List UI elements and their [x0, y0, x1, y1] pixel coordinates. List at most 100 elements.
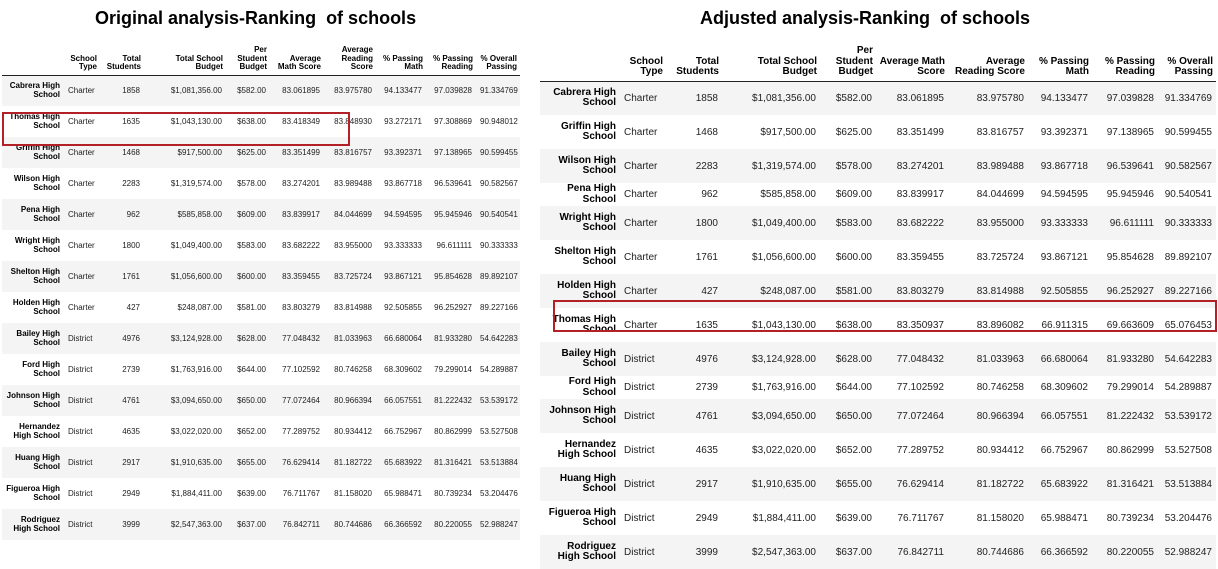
table-cell: Charter: [64, 137, 100, 168]
school-name-cell: Figueroa High School: [548, 506, 616, 528]
column-header: % Passing Math: [1038, 55, 1089, 77]
school-name-cell: Huang High School: [540, 467, 620, 501]
table-row: Rodriguez High School District 3999 $2,547,…: [2, 509, 520, 540]
table-cell: 77.102592: [896, 382, 944, 393]
table-cell: 77.072464: [270, 385, 324, 416]
table-cell: 81.316421: [426, 447, 476, 478]
column-header: Average Math Score: [277, 53, 321, 72]
table-cell: $637.00: [226, 509, 270, 540]
table-cell: 1800: [122, 241, 140, 250]
table-row: Huang High School District 2917 $1,910,635.…: [2, 447, 520, 478]
table-cell: Charter: [68, 117, 95, 126]
table-cell: Charter: [64, 199, 100, 230]
table-cell: $600.00: [835, 251, 872, 263]
table-cell: $1,056,600.00: [144, 261, 226, 292]
school-name-cell: Shelton High School: [2, 261, 64, 292]
table-cell: 93.867121: [1040, 251, 1088, 263]
table-row: Griffin High School Charter 1468 $917,500.0…: [2, 137, 520, 168]
table-cell: 68.309602: [1040, 382, 1088, 393]
table-cell: 81.182722: [324, 447, 376, 478]
table-cell: 1468: [695, 126, 718, 138]
table-cell: 83.839917: [896, 189, 944, 200]
table-cell: District: [620, 535, 666, 569]
column-header: Total School Budget: [757, 55, 817, 77]
table-row: Wilson High School Charter 2283 $1,319,574.…: [2, 168, 520, 199]
table-cell: 65.683922: [376, 447, 426, 478]
table-cell: $582.00: [820, 81, 876, 115]
table-cell: Charter: [624, 189, 658, 200]
school-name-cell: Ford High School: [22, 360, 60, 378]
table-cell: District: [68, 365, 93, 374]
table-cell: $638.00: [237, 117, 266, 126]
table-cell: 83.351499: [896, 126, 944, 138]
table-cell: 4761: [666, 399, 722, 433]
table-cell: 77.048432: [876, 342, 948, 376]
table-cell: $652.00: [835, 444, 872, 456]
table-cell: $2,547,363.00: [722, 535, 820, 569]
table-cell: 84.044699: [976, 189, 1024, 200]
table-cell: 80.746258: [334, 365, 372, 374]
table-cell: $652.00: [237, 427, 266, 436]
table-cell: 2739: [122, 365, 140, 374]
table-cell: 1468: [100, 137, 144, 168]
table-row: Bailey High School District 4976 $3,124,928…: [540, 342, 1216, 376]
table-cell: $1,049,400.00: [722, 206, 820, 240]
table-cell: 89.227166: [1158, 274, 1216, 308]
table-cell: $582.00: [226, 75, 270, 106]
table-row: Wilson High School Charter 2283 $1,319,574.…: [540, 149, 1216, 183]
table-cell: 90.582567: [480, 179, 518, 188]
table-cell: Charter: [624, 126, 658, 138]
table-cell: 83.682222: [876, 206, 948, 240]
school-name-cell: Pena High School: [2, 199, 64, 230]
table-cell: 1761: [695, 251, 718, 263]
table-cell: 52.988247: [1158, 535, 1216, 569]
table-cell: 81.933280: [426, 323, 476, 354]
table-cell: $1,319,574.00: [170, 179, 222, 188]
table-cell: $638.00: [835, 319, 872, 331]
table-cell: 1761: [100, 261, 144, 292]
school-name-cell: Johnson High School: [2, 385, 64, 416]
table-cell: 83.896082: [976, 319, 1024, 331]
table-cell: $1,043,130.00: [170, 117, 222, 126]
table-cell: 83.814988: [948, 274, 1028, 308]
table-cell: 79.299014: [1106, 382, 1154, 393]
table-cell: 90.333333: [480, 241, 518, 250]
column-header: Average Reading Score: [954, 55, 1025, 77]
table-cell: 80.739234: [434, 489, 472, 498]
table-cell: 80.744686: [948, 535, 1028, 569]
table-cell: 80.966394: [948, 399, 1028, 433]
table-cell: 427: [126, 303, 140, 312]
column-header: Total Students: [106, 53, 141, 72]
table-cell: $581.00: [237, 303, 266, 312]
school-name-cell: Cabrera High School: [2, 75, 64, 106]
table-row: Ford High School District 2739 $1,763,916.0…: [540, 376, 1216, 399]
table-row: Hernandez High School District 4635 $3,022,…: [2, 416, 520, 447]
table-cell: 76.711767: [897, 512, 944, 524]
table-cell: 83.803279: [876, 274, 948, 308]
table-cell: 83.955000: [334, 241, 372, 250]
table-cell: 93.867121: [376, 261, 426, 292]
table-cell: 90.582567: [1158, 149, 1216, 183]
table-cell: 66.680064: [376, 323, 426, 354]
table-cell: $585,858.00: [144, 199, 226, 230]
table-cell: 94.133477: [376, 75, 426, 106]
table-cell: $650.00: [820, 399, 876, 433]
table-cell: Charter: [620, 149, 666, 183]
table-cell: 66.911315: [1041, 319, 1088, 331]
table-row: Rodriguez High School District 3999 $2,547,…: [540, 535, 1216, 569]
table-cell: $1,081,356.00: [144, 75, 226, 106]
column-header: % Passing Reading: [1104, 55, 1155, 77]
school-name-cell: Bailey High School: [2, 323, 64, 354]
table-cell: District: [624, 512, 655, 524]
table-cell: 83.359455: [270, 261, 324, 292]
table-cell: 2739: [695, 382, 718, 393]
table-cell: 76.629414: [270, 447, 324, 478]
column-header: Total Students: [676, 55, 719, 77]
table-row: Pena High School Charter 962 $585,858.00 $60…: [540, 183, 1216, 206]
table-cell: 2949: [122, 489, 140, 498]
column-header: Average Reading Score: [341, 45, 373, 72]
table-cell: $625.00: [835, 126, 872, 138]
table-cell: $609.00: [835, 189, 872, 200]
table-row: Figueroa High School District 2949 $1,884,4…: [2, 478, 520, 509]
table-cell: 90.948012: [480, 117, 518, 126]
